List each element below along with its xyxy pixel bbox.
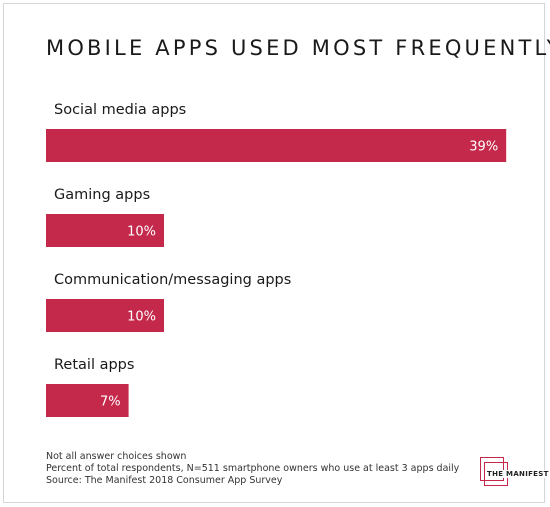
bar-communication-messaging-apps bbox=[46, 299, 164, 332]
chart-frame bbox=[3, 3, 545, 503]
value-label-social-media-apps: 39% bbox=[469, 140, 498, 155]
category-label-retail-apps: Retail apps bbox=[54, 357, 134, 373]
value-label-gaming-apps: 10% bbox=[127, 225, 156, 240]
category-label-social-media-apps: Social media apps bbox=[54, 102, 186, 118]
footnotes: Not all answer choices shown Percent of … bbox=[46, 451, 459, 487]
chart-title: MOBILE APPS USED MOST FREQUENTLY bbox=[46, 36, 550, 60]
bar-chart: Social media apps 39% Gaming apps 10% Commun… bbox=[46, 102, 507, 417]
bar-social-media-apps bbox=[46, 129, 507, 162]
footnote-respondents: Percent of total respondents, N=511 smar… bbox=[46, 463, 460, 474]
logo-text: THE MANIFEST bbox=[486, 470, 550, 478]
footnote-source: Source: The Manifest 2018 Consumer App S… bbox=[46, 475, 283, 486]
category-label-communication-messaging-apps: Communication/messaging apps bbox=[54, 272, 291, 288]
logo-square-back bbox=[480, 457, 504, 481]
bar-gaming-apps bbox=[46, 214, 164, 247]
category-label-gaming-apps: Gaming apps bbox=[54, 187, 150, 203]
bar-retail-apps bbox=[46, 384, 129, 417]
value-label-retail-apps: 7% bbox=[100, 395, 121, 410]
value-label-communication-messaging-apps: 10% bbox=[127, 310, 156, 325]
manifest-logo: THE MANIFEST bbox=[470, 457, 550, 497]
footnote-not-all-choices: Not all answer choices shown bbox=[46, 451, 187, 462]
